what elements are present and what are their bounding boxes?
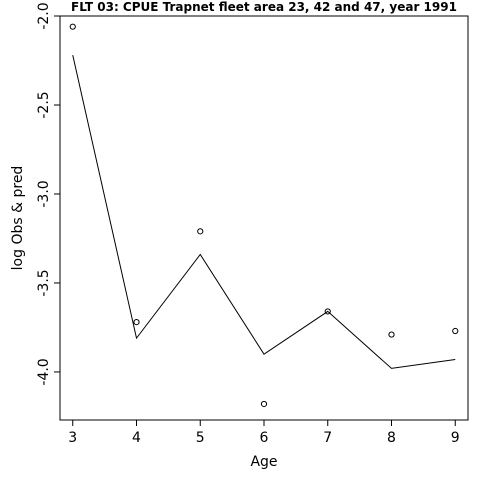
y-axis-label: log Obs & pred — [10, 166, 26, 271]
x-tick-label: 9 — [451, 430, 460, 446]
predicted-line — [72, 55, 456, 369]
observed-point — [452, 327, 459, 335]
observed-point — [260, 400, 268, 408]
predicted-line-series — [72, 55, 456, 369]
x-tick-label: 4 — [132, 430, 141, 446]
x-axis-label: Age — [250, 454, 277, 470]
y-tick-label: -3.0 — [36, 180, 52, 207]
plot-frame — [59, 15, 469, 421]
observed-points-series — [69, 23, 459, 408]
observed-point — [133, 319, 140, 326]
observed-point — [197, 228, 204, 235]
observed-point — [388, 331, 395, 338]
observed-point — [324, 308, 331, 315]
observed-point — [69, 23, 76, 30]
x-axis: 3 4 5 6 7 8 9 — [68, 420, 460, 446]
x-tick-label: 5 — [196, 430, 205, 446]
y-axis: -4.0 -3.5 -3.0 -2.5 -2.0 — [36, 2, 60, 386]
y-tick-label: -2.0 — [36, 2, 52, 29]
chart-title: FLT 03: CPUE Trapnet fleet area 23, 42 a… — [71, 0, 457, 14]
y-tick-label: -4.0 — [36, 358, 52, 385]
y-tick-label: -2.5 — [36, 91, 52, 118]
x-tick-label: 6 — [260, 430, 269, 446]
y-tick-label: -3.5 — [36, 269, 52, 296]
x-tick-label: 8 — [387, 430, 396, 446]
x-tick-label: 7 — [323, 430, 332, 446]
x-tick-label: 3 — [68, 430, 77, 446]
